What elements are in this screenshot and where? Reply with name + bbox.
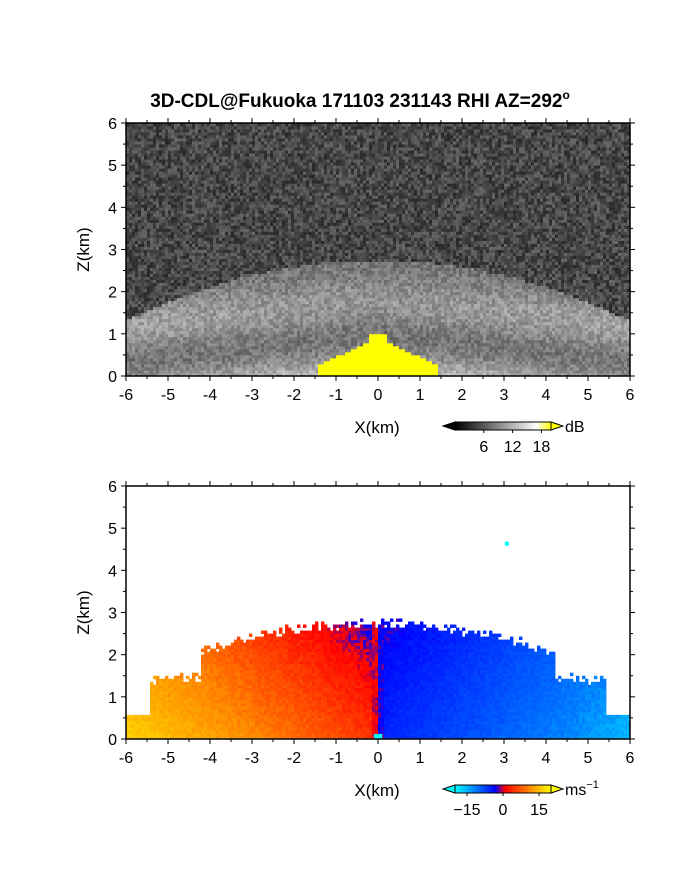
y-tick-label: 1 bbox=[108, 327, 117, 344]
x-tick-label: -5 bbox=[161, 387, 175, 404]
x-tick-label: 2 bbox=[458, 387, 467, 404]
degree-symbol: o bbox=[562, 88, 569, 102]
y-tick-label: 1 bbox=[108, 690, 117, 707]
colorbar-unit-exponent: −1 bbox=[586, 779, 599, 791]
colorbar-unit: dB bbox=[565, 419, 585, 436]
colorbar: −15 0 15 ms−1 bbox=[441, 779, 599, 819]
x-tick-label: -6 bbox=[119, 750, 133, 767]
y-tick-label: 5 bbox=[108, 521, 117, 538]
x-tick-label: 6 bbox=[626, 387, 635, 404]
x-tick-label: 4 bbox=[542, 387, 551, 404]
x-tick-label: 1 bbox=[416, 387, 425, 404]
x-tick-label: 3 bbox=[500, 750, 509, 767]
y-tick-label: 6 bbox=[108, 116, 117, 133]
axis-ticks bbox=[121, 118, 635, 381]
y-tick-label: 4 bbox=[108, 200, 117, 217]
colorbar: 6 12 18 dB bbox=[441, 419, 585, 456]
velocity-panel: -6 -5 -4 -3 -2 -1 0 1 2 3 4 5 6 0 1 2 3 4 5 6 X(km) Z(km) −15 0… bbox=[74, 479, 635, 819]
colorbar-tick-label: 12 bbox=[504, 439, 522, 456]
x-tick-label: 3 bbox=[500, 387, 509, 404]
heatmap-field bbox=[126, 123, 630, 376]
colorbar-tick-label: 6 bbox=[479, 439, 488, 456]
x-tick-label: 2 bbox=[458, 750, 467, 767]
colorbar-high-arrow bbox=[550, 784, 565, 794]
colorbar-unit: ms−1 bbox=[565, 779, 599, 799]
x-tick-label: 1 bbox=[416, 750, 425, 767]
y-tick-label: 3 bbox=[108, 606, 117, 623]
x-tick-label: -4 bbox=[203, 750, 217, 767]
x-tick-label: -2 bbox=[287, 387, 301, 404]
x-tick-label: 4 bbox=[542, 750, 551, 767]
figure-title: 3D-CDL@Fukuoka 171103 231143 RHI AZ=292o bbox=[150, 88, 570, 112]
x-tick-label: 0 bbox=[374, 750, 383, 767]
x-tick-label: -2 bbox=[287, 750, 301, 767]
colorbar-bar bbox=[454, 421, 552, 431]
x-tick-label: -5 bbox=[161, 750, 175, 767]
x-tick-label: 5 bbox=[584, 387, 593, 404]
x-tick-label: -6 bbox=[119, 387, 133, 404]
y-tick-label: 5 bbox=[108, 158, 117, 175]
x-tick-label: -3 bbox=[245, 387, 259, 404]
colorbar-tick-label: 15 bbox=[530, 802, 548, 819]
axis-ticks bbox=[121, 481, 635, 744]
y-axis-label: Z(km) bbox=[74, 227, 93, 271]
isolated-echo bbox=[504, 541, 509, 546]
y-tick-label: 0 bbox=[108, 369, 117, 386]
colorbar-low-arrow bbox=[441, 421, 456, 431]
colorbar-tick-label: 0 bbox=[499, 802, 508, 819]
colorbar-tick-label: −15 bbox=[453, 802, 480, 819]
colorbar-high-arrow bbox=[550, 421, 565, 431]
y-tick-label: 3 bbox=[108, 243, 117, 260]
colorbar-tick-label: 18 bbox=[533, 439, 551, 456]
y-tick-label: 2 bbox=[108, 285, 117, 302]
x-axis-label: X(km) bbox=[354, 781, 399, 800]
colorbar-low-arrow bbox=[441, 784, 456, 794]
x-tick-label: -1 bbox=[329, 750, 343, 767]
x-tick-label: -1 bbox=[329, 387, 343, 404]
x-tick-label: -3 bbox=[245, 750, 259, 767]
y-tick-label: 0 bbox=[108, 732, 117, 749]
y-axis-label: Z(km) bbox=[74, 590, 93, 634]
x-tick-label: 6 bbox=[626, 750, 635, 767]
x-tick-label: 0 bbox=[374, 387, 383, 404]
colorbar-bar bbox=[454, 784, 552, 794]
figure-title-text: 3D-CDL@Fukuoka 171103 231143 RHI AZ=292 bbox=[150, 91, 562, 112]
near-radar-cell bbox=[373, 733, 383, 739]
y-tick-label: 6 bbox=[108, 479, 117, 496]
heatmap-field bbox=[126, 541, 630, 739]
y-tick-label: 2 bbox=[108, 648, 117, 665]
x-axis-label: X(km) bbox=[354, 418, 399, 437]
x-tick-label: 5 bbox=[584, 750, 593, 767]
x-tick-label: -4 bbox=[203, 387, 217, 404]
y-tick-label: 4 bbox=[108, 563, 117, 580]
